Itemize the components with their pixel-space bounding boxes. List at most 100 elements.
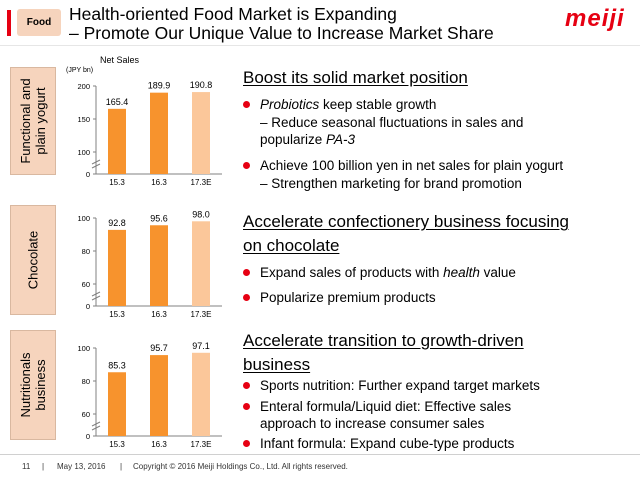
- bar: [192, 221, 210, 306]
- data-label: 95.7: [150, 343, 168, 353]
- page-number: 11: [22, 462, 31, 471]
- section-3-bullet-2-text: Enteral formula/Liquid diet: Effective s…: [260, 399, 512, 414]
- side-label-nutritionals-line1: Nutritionals: [18, 352, 33, 418]
- section-2-heading-line2: on chocolate: [243, 236, 340, 255]
- bullet-dot: [243, 162, 250, 169]
- section-3-bullet-1: Sports nutrition: Further expand target …: [243, 377, 540, 394]
- section-1-sub-3: – Strengthen marketing for brand promoti…: [260, 176, 522, 191]
- data-label: 189.9: [148, 81, 171, 91]
- axis-break: [91, 159, 101, 169]
- x-tick-label: 17.3E: [191, 178, 212, 187]
- footer-sep-2: |: [120, 462, 123, 471]
- probiotics-text: Probiotics: [260, 97, 320, 112]
- section-1-bullet-2: Achieve 100 billion yen in net sales for…: [243, 157, 563, 174]
- y-tick-label: 100: [77, 148, 90, 157]
- section-3-bullet-2-line2: approach to increase consumer sales: [260, 416, 485, 431]
- data-label: 98.0: [192, 210, 210, 219]
- bullet-dot: [243, 382, 250, 389]
- side-label-yogurt: Functional and plain yogurt: [10, 67, 56, 175]
- section-3-bullet-3: Infant formula: Expand cube-type product…: [243, 435, 514, 452]
- section-2-bullet-1-post: value: [479, 265, 516, 280]
- section-2-bullet-2: Popularize premium products: [243, 289, 436, 306]
- section-2-heading: Accelerate confectionery business focusi…: [243, 211, 569, 256]
- health-text: health: [443, 265, 480, 280]
- title-line-2: – Promote Our Unique Value to Increase M…: [69, 23, 494, 43]
- section-3-bullet-2: Enteral formula/Liquid diet: Effective s…: [243, 398, 511, 415]
- side-label-yogurt-text: Functional and plain yogurt: [18, 78, 48, 164]
- section-3-heading: Accelerate transition to growth-driven b…: [243, 330, 524, 375]
- bullet-dot: [243, 101, 250, 108]
- footer-copyright: Copyright © 2016 Meiji Holdings Co., Ltd…: [133, 462, 348, 471]
- data-label: 95.6: [150, 213, 168, 223]
- section-3-heading-line2: business: [243, 355, 311, 374]
- section-1-sub-2: popularize PA-3: [260, 131, 355, 148]
- bullet-dot: [243, 440, 250, 447]
- bullet-dot: [243, 269, 250, 276]
- section-1-bullet-1: Probiotics keep stable growth: [243, 96, 436, 113]
- chart-nutritionals-svg: 0 60 80 100 85.3 15.3 95.7 16.3 97.1 17.3E: [77, 341, 222, 449]
- chart-chocolate-svg: 0 60 80 100 92.8 15.3 95.6 16.3 98.0 17.3E: [77, 210, 222, 319]
- section-3-heading-line1: Accelerate transition to growth-driven: [243, 331, 524, 350]
- section-1-sub-2-pre: popularize: [260, 132, 327, 147]
- data-label: 92.8: [108, 218, 126, 228]
- chart-yogurt: 0 100 150 200 165.4 15.3 189.9 16.3 190.8 17.3E: [62, 78, 232, 208]
- section-2-bullet-1-text: Expand sales of products with health val…: [260, 264, 516, 281]
- side-label-nutritionals-line2: business: [33, 359, 48, 411]
- chart-title: Net Sales: [100, 55, 140, 65]
- y-tick-label: 80: [82, 247, 90, 256]
- side-label-chocolate-text: Chocolate: [25, 230, 41, 290]
- y-tick-label: 100: [77, 344, 90, 353]
- y-tick-label: 0: [86, 432, 90, 441]
- section-2-bullet-2-text: Popularize premium products: [260, 290, 436, 305]
- section-2-heading-line1: Accelerate confectionery business focusi…: [243, 212, 570, 231]
- section-1-bullet-1-rest: keep stable growth: [319, 97, 437, 112]
- y-tick-label: 80: [82, 377, 90, 386]
- meiji-logo: meiji: [565, 5, 625, 32]
- x-tick-label: 16.3: [151, 178, 167, 187]
- y-tick-label: 150: [77, 115, 90, 124]
- y-tick-label: 60: [82, 410, 90, 419]
- bar: [192, 92, 210, 174]
- chart-yogurt-svg: 0 100 150 200 165.4 15.3 189.9 16.3 190.8 17.3E: [77, 80, 222, 187]
- header-divider: [0, 45, 640, 46]
- section-2-bullet-1-pre: Expand sales of products with: [260, 265, 444, 280]
- y-tick-label: 60: [82, 280, 90, 289]
- bar: [192, 352, 210, 436]
- x-tick-label: 15.3: [109, 310, 125, 319]
- x-tick-label: 15.3: [109, 178, 125, 187]
- bar: [150, 355, 168, 436]
- section-1-sub-1: – Reduce seasonal fluctuations in sales …: [260, 115, 524, 130]
- footer-sep-1: |: [42, 462, 45, 471]
- x-tick-label: 17.3E: [191, 440, 212, 449]
- pa3-text: PA-3: [326, 132, 356, 147]
- y-tick-label: 100: [77, 214, 90, 223]
- bar: [150, 225, 168, 306]
- y-tick-label: 200: [77, 82, 90, 91]
- data-label: 85.3: [108, 360, 126, 370]
- data-label: 165.4: [106, 97, 129, 107]
- section-2-bullet-1: Expand sales of products with health val…: [243, 264, 516, 281]
- bar: [108, 229, 126, 306]
- footer-date: May 13, 2016: [57, 462, 106, 471]
- chart-nutritionals: 0 60 80 100 85.3 15.3 95.7 16.3 97.1 17.3E: [62, 340, 232, 470]
- bullet-dot: [243, 403, 250, 410]
- x-tick-label: 15.3: [109, 440, 125, 449]
- accent-bar: [7, 10, 11, 36]
- section-1-bullet-2-text: Achieve 100 billion yen in net sales for…: [260, 158, 564, 173]
- side-label-chocolate: Chocolate: [10, 205, 56, 315]
- page-title: Health-oriented Food Market is Expanding…: [69, 5, 494, 43]
- axis-break: [91, 421, 101, 431]
- category-tag: Food: [17, 9, 61, 36]
- side-label-nutritionals-text: Nutritionals business: [18, 352, 48, 417]
- section-3-bullet-1-text: Sports nutrition: Further expand target …: [260, 378, 540, 393]
- section-1-bullet-1-text: Probiotics keep stable growth: [260, 96, 436, 113]
- footer-divider: [0, 454, 640, 455]
- y-tick-label: 0: [86, 170, 90, 179]
- data-label: 190.8: [190, 80, 213, 90]
- axis-break: [91, 291, 101, 301]
- section-3-bullet-3-text: Infant formula: Expand cube-type product…: [260, 436, 515, 451]
- chart-chocolate: 0 60 80 100 92.8 15.3 95.6 16.3 98.0 17.3E: [62, 210, 232, 340]
- bar: [108, 108, 126, 174]
- unit-label: (JPY bn): [66, 67, 94, 74]
- title-line-1: Health-oriented Food Market is Expanding: [69, 4, 397, 24]
